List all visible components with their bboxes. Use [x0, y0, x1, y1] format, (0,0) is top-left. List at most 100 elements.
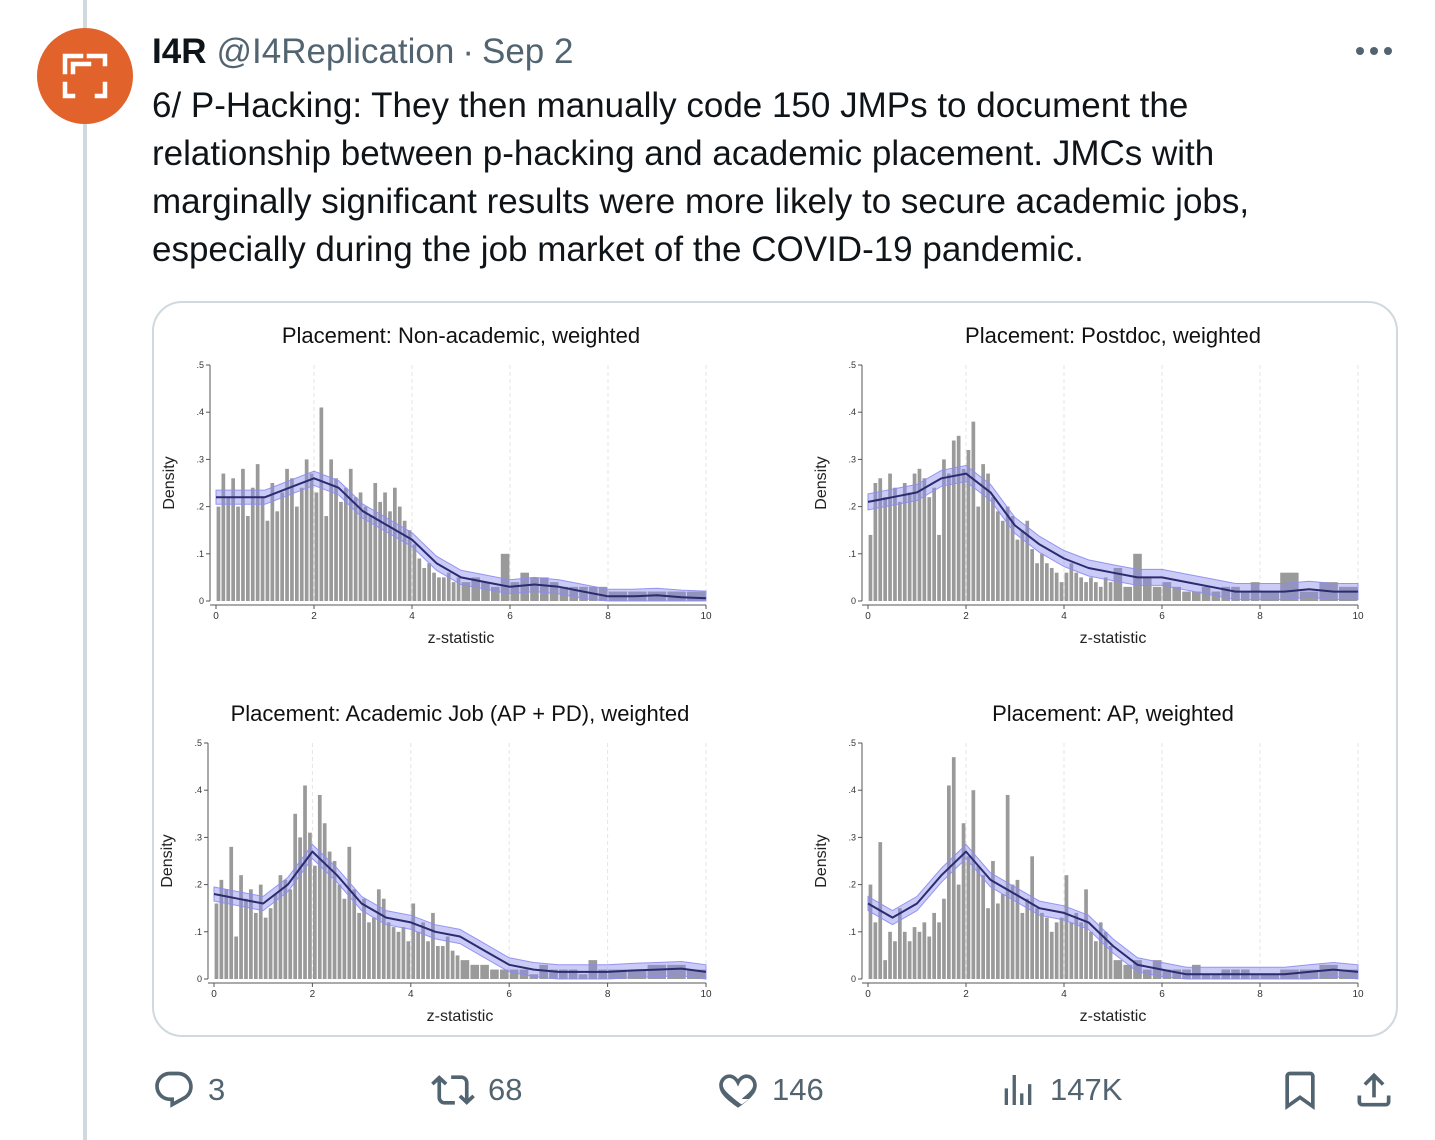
tweet-date[interactable]: Sep 2	[482, 32, 574, 71]
histogram-bar	[440, 945, 445, 979]
histogram-bar	[510, 582, 520, 601]
histogram-bar	[956, 435, 961, 601]
histogram-bar	[902, 931, 907, 979]
histogram-bar	[407, 530, 412, 601]
histogram-bar	[401, 927, 406, 979]
x-axis-label: z-statistic	[428, 630, 495, 647]
histogram-bar	[873, 483, 878, 601]
histogram-bar	[1299, 591, 1319, 601]
histogram-bar	[422, 567, 427, 601]
share-button[interactable]	[1352, 1060, 1396, 1120]
histogram-bar	[893, 487, 897, 601]
histogram-bar	[249, 889, 253, 979]
histogram-bar	[383, 492, 387, 601]
more-button[interactable]	[1352, 34, 1396, 68]
histogram-bar	[368, 516, 373, 601]
views-button[interactable]: 147K	[998, 1060, 1122, 1120]
histogram-bar	[241, 468, 245, 601]
histogram-bar	[470, 964, 480, 979]
histogram-bar	[285, 468, 289, 601]
y-tick-label: .4	[848, 407, 856, 417]
views-count: 147K	[1050, 1072, 1123, 1107]
x-tick-label: 6	[506, 989, 512, 1000]
histogram-bar	[971, 790, 976, 979]
like-button[interactable]: 146	[716, 1060, 824, 1120]
histogram-bar	[432, 572, 436, 601]
histogram-bar	[579, 586, 588, 601]
histogram-bar	[981, 464, 985, 601]
x-axis-label: z-statistic	[427, 1008, 494, 1025]
histogram-bar	[976, 506, 981, 601]
histogram-bar	[1231, 586, 1240, 601]
histogram-bar	[991, 861, 995, 979]
action-bar: 3 68 146 147K	[152, 1060, 1402, 1120]
user-handle[interactable]: @I4Replication	[216, 32, 455, 71]
histogram-bar	[353, 497, 358, 601]
density-line	[867, 850, 1359, 976]
x-tick-label: 6	[507, 611, 513, 622]
x-tick-label: 2	[963, 611, 969, 622]
y-tick-label: 0	[851, 974, 856, 984]
histogram-bar	[868, 534, 873, 601]
histogram-bar	[231, 478, 235, 601]
histogram-bar	[461, 582, 471, 601]
histogram-bar	[288, 889, 293, 979]
histogram-bar	[427, 563, 431, 601]
histogram-bar	[309, 473, 314, 601]
histogram-bar	[1035, 563, 1039, 601]
histogram-bar	[1103, 931, 1108, 979]
y-tick-label: .3	[194, 832, 202, 842]
histogram-bar	[986, 908, 990, 979]
histogram-bar	[981, 875, 985, 979]
x-tick-label: 10	[700, 611, 712, 622]
histogram-bar	[1059, 582, 1064, 601]
display-name[interactable]: I4R	[152, 32, 207, 71]
media-image[interactable]: 0 2 4 6 8 10 0 .1 .2 .3 .4 .5 Placement: Non-academi…	[152, 301, 1398, 1037]
histogram-bar	[996, 903, 1000, 979]
histogram-bar	[1054, 572, 1059, 601]
histogram-bar	[883, 497, 887, 601]
x-tick-label: 2	[963, 989, 969, 1000]
histogram-bar	[1211, 974, 1221, 979]
histogram-bar	[1084, 889, 1088, 979]
histogram-bar	[1280, 572, 1299, 601]
bookmark-button[interactable]	[1278, 1060, 1322, 1120]
chart-panel-2: 0 2 4 6 8 10 0 .1 .2 .3 .4 .5 Placement: Postdoc, we…	[813, 323, 1364, 647]
histogram-bar	[927, 936, 932, 979]
confidence-band	[215, 470, 707, 602]
histogram-bar	[942, 459, 946, 601]
histogram-bar	[1098, 922, 1103, 979]
histogram-bar	[1045, 917, 1049, 979]
histogram-bar	[1020, 530, 1025, 601]
histogram-bar	[411, 903, 416, 979]
histogram-bar	[339, 501, 343, 601]
reply-button[interactable]: 3	[152, 1060, 225, 1120]
histogram-bar	[290, 478, 294, 601]
histogram-bar	[1172, 969, 1181, 979]
histogram-bar	[1084, 582, 1088, 601]
histogram-bar	[907, 492, 912, 601]
confidence-band	[213, 843, 707, 980]
avatar[interactable]	[37, 28, 133, 124]
histogram-bar	[976, 865, 981, 979]
y-tick-label: .4	[194, 785, 202, 795]
histogram-bar	[898, 908, 902, 979]
histogram-bar	[337, 884, 342, 979]
histogram-bar	[1192, 591, 1201, 601]
histogram-bar	[927, 497, 932, 601]
histogram-bar	[293, 813, 298, 979]
histogram-bar	[966, 856, 971, 979]
histogram-bar	[509, 969, 519, 979]
chart-title: Placement: Postdoc, weighted	[965, 323, 1261, 348]
histogram-bar	[1020, 912, 1025, 979]
y-tick-label: .3	[848, 832, 856, 842]
histogram-bar	[396, 931, 401, 979]
histogram-bar	[347, 846, 352, 979]
y-tick-label: .5	[194, 738, 202, 748]
x-tick-label: 10	[1352, 989, 1364, 1000]
retweet-button[interactable]: 68	[430, 1060, 522, 1120]
histogram-bar	[917, 468, 922, 601]
histogram-bar	[578, 974, 588, 979]
histogram-bar	[1172, 586, 1181, 601]
histogram-bar	[362, 898, 366, 979]
